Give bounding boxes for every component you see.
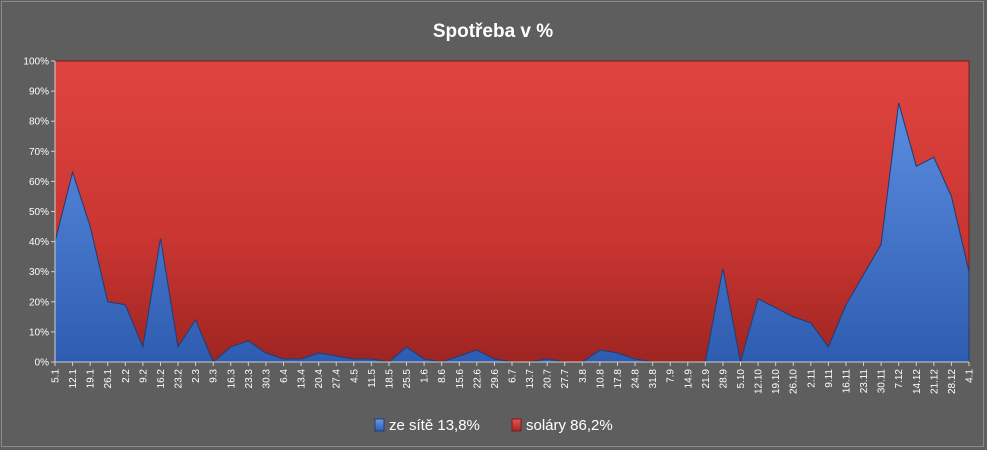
x-tick-label: 12.1 [68, 369, 79, 389]
plot-area [54, 60, 970, 363]
x-tick-label: 19.1 [86, 369, 97, 389]
y-tick-label: 0% [35, 358, 50, 369]
x-tick-label: 23.11 [859, 369, 870, 394]
x-tick-label: 15.6 [455, 369, 466, 389]
x-tick-label: 14.12 [912, 369, 923, 394]
x-tick-label: 27.7 [560, 369, 571, 389]
x-tick-label: 3.8 [578, 369, 589, 383]
legend-swatch [511, 418, 522, 432]
x-tick-label: 2.2 [121, 369, 132, 383]
x-tick-label: 2.11 [806, 369, 817, 388]
x-tick-label: 28.12 [947, 369, 958, 394]
x-tick-label: 26.10 [789, 369, 800, 394]
y-tick-label: 20% [29, 297, 49, 308]
y-tick-label: 30% [29, 267, 49, 278]
y-tick-label: 100% [23, 57, 49, 68]
x-tick-label: 5.1 [51, 369, 62, 383]
x-tick-label: 2.3 [191, 369, 202, 383]
x-tick-label: 10.8 [595, 369, 606, 389]
x-tick-label: 20.4 [314, 369, 325, 389]
x-tick-label: 30.11 [877, 369, 888, 394]
x-tick-label: 23.3 [244, 369, 255, 389]
x-tick-label: 9.3 [209, 369, 220, 383]
x-tick-label: 13.7 [525, 369, 536, 389]
x-tick-label: 25.5 [402, 369, 413, 389]
x-tick-label: 16.11 [841, 369, 852, 394]
x-tick-label: 31.8 [648, 369, 659, 389]
legend-label: ze sítě 13,8% [389, 417, 480, 434]
x-tick-label: 28.9 [718, 369, 729, 389]
x-tick-label: 4.5 [349, 369, 360, 383]
y-tick-label: 90% [29, 87, 49, 98]
x-tick-label: 13.4 [297, 369, 308, 389]
x-tick-label: 5.10 [736, 369, 747, 389]
x-tick-label: 11.5 [367, 369, 378, 388]
x-tick-label: 9.11 [824, 369, 835, 388]
x-tick-label: 26.1 [103, 369, 114, 389]
x-tick-label: 27.4 [332, 369, 343, 389]
y-tick-label: 50% [29, 207, 49, 218]
y-tick-label: 70% [29, 147, 49, 158]
x-tick-label: 12.10 [754, 369, 765, 394]
legend-swatch [374, 418, 385, 432]
y-tick-label: 10% [29, 327, 49, 338]
x-tick-label: 22.6 [472, 369, 483, 389]
x-tick-label: 4.1 [965, 369, 976, 383]
y-tick-label: 40% [29, 237, 49, 248]
x-tick-label: 21.12 [929, 369, 940, 394]
x-tick-label: 23.2 [174, 369, 185, 389]
x-tick-label: 17.8 [613, 369, 624, 389]
x-tick-label: 7.12 [894, 369, 905, 389]
y-axis: 0% 10% 20% 30% 40% 50% 60% 70% 80% 90% 100% [23, 57, 56, 369]
x-tick-label: 1.6 [420, 369, 431, 383]
x-tick-label: 7.9 [666, 369, 677, 383]
x-tick-label: 29.6 [490, 369, 501, 389]
legend-item-solary: soláry 86,2% [511, 417, 613, 434]
legend-item-ze-site: ze sítě 13,8% [374, 417, 480, 434]
x-tick-label: 9.2 [138, 369, 149, 383]
x-tick-label: 18.5 [384, 369, 395, 389]
x-tick-label: 6.7 [508, 369, 519, 383]
y-tick-label: 80% [29, 117, 49, 128]
x-tick-label: 16.3 [226, 369, 237, 389]
legend-label: soláry 86,2% [526, 417, 613, 434]
area-solary [54, 60, 970, 363]
y-tick-label: 60% [29, 177, 49, 188]
x-tick-label: 16.2 [156, 369, 167, 389]
x-tick-label: 8.6 [437, 369, 448, 383]
legend: ze sítě 13,8% soláry 86,2% [374, 417, 613, 434]
x-tick-label: 14.9 [683, 369, 694, 389]
x-tick-label: 20.7 [543, 369, 554, 389]
x-tick-label: 30.3 [261, 369, 272, 389]
chart-title: Spotřeba v % [433, 21, 553, 42]
x-tick-label: 6.4 [279, 369, 290, 383]
x-tick-label: 19.10 [771, 369, 782, 394]
x-tick-label: 24.8 [631, 369, 642, 389]
x-tick-label: 21.9 [701, 369, 712, 389]
x-axis: 5.1 12.1 19.1 26.1 2.2 9.2 16.2 23.2 2.3 9.3 16.3 2… [51, 361, 976, 394]
